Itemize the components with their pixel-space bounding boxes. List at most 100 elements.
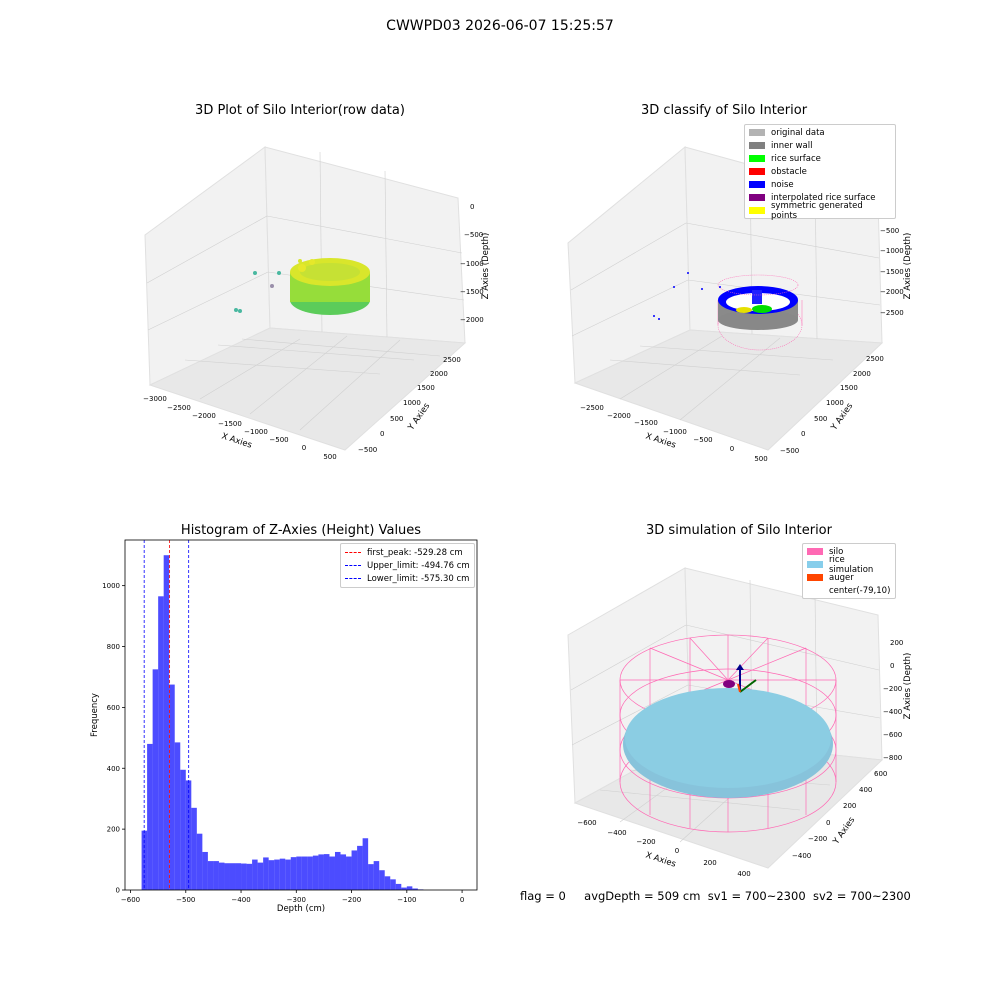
histogram-bar (395, 883, 402, 890)
panel1-xtick: 0 (302, 444, 306, 452)
histogram-xtick-label: −200 (342, 896, 361, 904)
legend-label: rice surface (771, 153, 821, 164)
legend-item: noise (745, 178, 895, 191)
panel2-ytick: 500 (814, 415, 827, 423)
histogram-bar (246, 863, 253, 890)
histogram-bar (180, 769, 186, 890)
histogram-bar (379, 870, 385, 890)
histogram-bar (158, 596, 164, 890)
histogram-bar (235, 863, 242, 890)
legend-label: noise (771, 179, 794, 190)
histogram-bar (329, 856, 335, 890)
legend-label: first_peak: -529.28 cm (367, 547, 463, 558)
histogram-bar (241, 863, 247, 890)
panel2-ytick: 1000 (826, 399, 844, 407)
panel1-xtick: −2500 (167, 404, 191, 412)
panel1-outlier-point (234, 308, 238, 312)
panel1-xtick: −3000 (143, 395, 167, 403)
histogram-bar (202, 851, 208, 890)
legend-item: interpolated rice surface (745, 191, 895, 204)
panel4-title: 3D simulation of Silo Interior (646, 523, 832, 538)
panel1-point-cloud (234, 258, 370, 315)
legend-swatch (749, 181, 765, 188)
legend-item: rice surface (745, 152, 895, 165)
figure-title: CWWPD03 2026-06-07 15:25:57 (386, 18, 614, 34)
panel2-ytick: −500 (780, 447, 799, 455)
legend-label: Lower_limit: -575.30 cm (367, 573, 470, 584)
panel2-xtick: −500 (693, 436, 712, 444)
legend-swatch (807, 548, 823, 555)
legend-item: auger (803, 571, 895, 584)
histogram-ytick-label: 800 (107, 643, 120, 651)
panel2-symmetric-points (736, 307, 752, 313)
panel4-xtick: 200 (703, 859, 716, 867)
panel1-outlier-point (253, 271, 257, 275)
legend-swatch (749, 142, 765, 149)
legend-swatch (807, 561, 823, 568)
histogram-xtick-label: −300 (287, 896, 306, 904)
panel2-ztick: −2000 (880, 288, 904, 296)
histogram-bar (312, 855, 319, 890)
histogram-bar (163, 555, 170, 890)
panel1-ytick: 2000 (430, 370, 448, 378)
histogram-bar (268, 860, 275, 890)
panel4-ytick: 0 (826, 819, 830, 827)
panel4-ztick: 200 (890, 639, 903, 647)
legend-label: rice simulation (829, 554, 874, 575)
histogram-bar (307, 856, 313, 890)
panel2-xtick: −2500 (580, 404, 604, 412)
histogram-bar (373, 861, 380, 890)
histogram-xtick-label: −500 (176, 896, 195, 904)
histogram-bar (351, 850, 358, 890)
histogram-bar (207, 861, 214, 890)
panel2-xtick: −1000 (663, 428, 687, 436)
panel2-classified-cloud (653, 272, 803, 351)
status-footer: flag = 0 avgDepth = 509 cm sv1 = 700~230… (520, 889, 911, 903)
histogram-ytick-label: 400 (107, 765, 120, 773)
histogram-bar (191, 807, 197, 890)
panel4-ytick: 200 (843, 802, 856, 810)
center-marker (723, 680, 735, 688)
legend-item: rice simulation (803, 555, 895, 575)
panel4-ztick: −400 (883, 708, 902, 716)
panel4-ytick: 600 (874, 770, 887, 778)
histogram-xtick-label: −600 (121, 896, 140, 904)
panel1-xtick: 500 (323, 453, 336, 461)
histogram-bar (340, 854, 347, 890)
panel2-ytick: 2000 (853, 370, 871, 378)
legend-label: Upper_limit: -494.76 cm (367, 560, 470, 571)
panel4-legend: silo rice simulation auger center(-79,10… (802, 543, 896, 599)
legend-item: center(-79,10) (803, 584, 895, 597)
legend-swatch (749, 194, 765, 201)
histogram-ytick-label: 1000 (102, 582, 120, 590)
legend-item: Upper_limit: -494.76 cm (341, 559, 474, 572)
panel2-ztick: −1000 (880, 247, 904, 255)
histogram-bar (218, 862, 225, 890)
legend-line (345, 552, 361, 553)
histogram-bar (174, 742, 181, 890)
panel4-xtick: −600 (577, 819, 596, 827)
legend-swatch (807, 574, 823, 581)
histogram-bar (263, 857, 269, 890)
histogram-bar (357, 845, 363, 890)
panel1-outlier-point (238, 309, 242, 313)
panel1-cloud-point (309, 259, 315, 265)
histogram-bar (412, 888, 418, 890)
panel4-ztick: −200 (883, 685, 902, 693)
histogram-bar (169, 684, 175, 890)
panel4-xtick: 400 (737, 870, 750, 878)
panel2-rice-surface (752, 305, 772, 313)
panel1-pane-floor (148, 327, 467, 451)
panel2-ytick: 0 (801, 430, 805, 438)
panel1-ztick: −2000 (460, 316, 484, 324)
panel2-xtick: 0 (730, 445, 734, 453)
panel4-xtick: −200 (636, 838, 655, 846)
histogram-bar (384, 876, 391, 890)
panel1-ytick: 0 (380, 430, 384, 438)
panel2-ytick: 2500 (866, 355, 884, 363)
avg-depth-value: avgDepth = 509 cm (584, 889, 701, 903)
legend-label: symmetric generated points (771, 200, 863, 221)
histogram-bar (368, 864, 374, 890)
panel2-xtick: 500 (754, 455, 767, 463)
histogram-bar (229, 863, 236, 890)
